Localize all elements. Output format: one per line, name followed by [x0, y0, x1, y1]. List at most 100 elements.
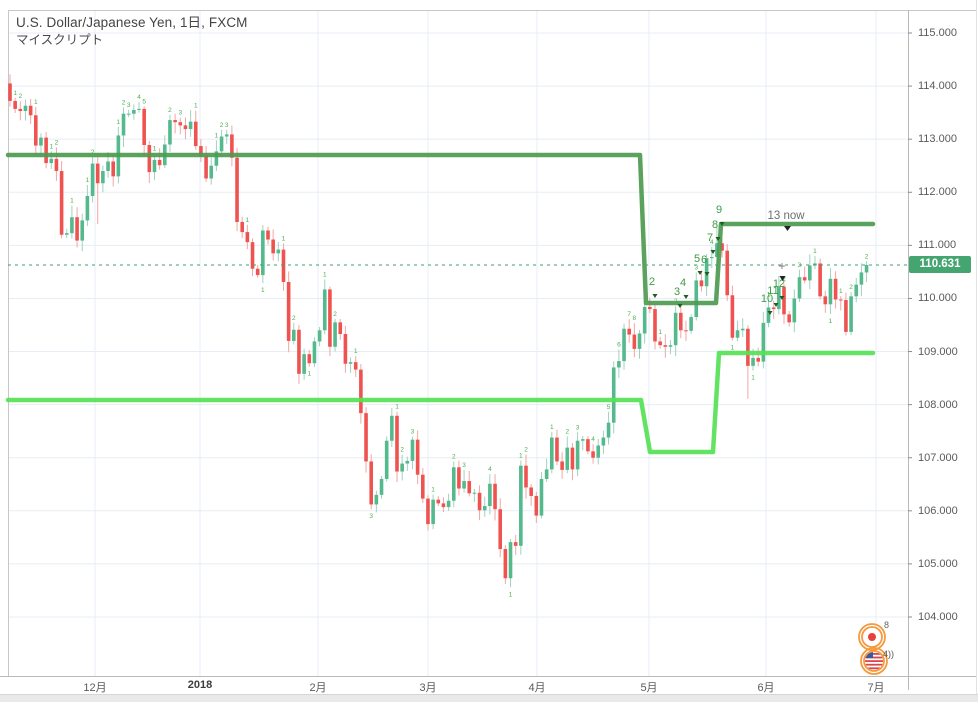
candle-body [235, 157, 239, 223]
candle-body [761, 322, 766, 362]
td-setup-count: 4 [488, 466, 492, 473]
candle-body [322, 289, 327, 331]
td-countdown-label: 9 [716, 204, 722, 216]
candle-body [13, 100, 17, 109]
candle-body [864, 265, 869, 273]
candle [312, 337, 317, 368]
candle [132, 104, 136, 120]
time-axis[interactable]: 12月 2018 2月 3月 4月 5月 6月 7月 [0, 677, 978, 694]
candle-body [34, 115, 38, 146]
td-setup-count: 1 [829, 318, 833, 325]
candle [550, 431, 554, 474]
candle-body [8, 83, 12, 101]
candle [80, 213, 85, 252]
candle [390, 407, 394, 447]
candle-body [679, 312, 683, 331]
price-axis-label: 112.000 [918, 186, 957, 199]
candle [54, 147, 59, 181]
td-setup-count: 1 [767, 291, 771, 298]
price-axis-label: 107.000 [918, 451, 958, 464]
candle-body [488, 483, 492, 507]
td-setup-count: 2 [524, 447, 528, 454]
candle [611, 361, 616, 434]
candle-body [637, 333, 642, 349]
candle-body [106, 161, 110, 172]
candle-body [818, 263, 822, 297]
candle [679, 302, 683, 339]
price-axis[interactable]: 115.000 114.000 113.000 112.000 111.000 110.0… [908, 10, 978, 690]
candle-body [178, 122, 183, 126]
td-countdown-label: 3 [674, 286, 680, 298]
td-countdown-triangle [767, 311, 773, 315]
candle-body [730, 295, 735, 338]
candle-body [421, 474, 425, 499]
candle-body [472, 492, 477, 494]
candle [808, 254, 812, 290]
candle-body [410, 439, 415, 461]
candle-body [849, 296, 853, 332]
current-price-label: 110.631 [909, 256, 971, 274]
candle-body [446, 500, 451, 508]
td-setup-count: 1 [354, 348, 358, 355]
candle [426, 495, 430, 531]
candle-body [281, 249, 286, 282]
candle-body [297, 329, 301, 374]
candles-layer [8, 74, 869, 588]
candle-body [699, 280, 704, 287]
td-setup-count: 2 [674, 298, 678, 305]
candle-body [328, 289, 332, 347]
candle-body [859, 272, 864, 285]
candle-body [23, 105, 28, 112]
td-setup-count: 2 [565, 428, 569, 435]
candle-body [302, 354, 306, 374]
candle [513, 535, 518, 556]
candle [519, 460, 523, 555]
flag-icons-layer: 8 4)) [858, 620, 894, 675]
candle [524, 454, 528, 499]
candle-body [838, 299, 843, 301]
candle [493, 474, 497, 521]
candle [467, 471, 472, 497]
candle-body [137, 108, 141, 110]
candle-body [508, 542, 513, 579]
candle-body [95, 163, 100, 184]
candle [421, 468, 425, 503]
td-setup-count: 5 [607, 404, 611, 411]
td-countdown-label: 7 [707, 232, 713, 244]
candle [761, 311, 766, 369]
candle-body [808, 265, 812, 281]
signal-ring-outer [858, 623, 886, 651]
candle [529, 484, 533, 506]
candle [317, 326, 322, 347]
candle [163, 135, 167, 168]
candle [730, 285, 735, 341]
candle-body [544, 469, 549, 479]
candle [591, 444, 595, 464]
candle [374, 490, 379, 513]
candle [28, 98, 33, 124]
candle-body [224, 134, 229, 137]
td-setup-count: 1 [194, 103, 198, 110]
candle [343, 325, 348, 373]
candle [632, 323, 637, 358]
candle-body [168, 120, 172, 145]
candle [771, 300, 776, 319]
candle-body [539, 478, 544, 516]
candle-body [622, 328, 626, 362]
td-setup-count: 2 [849, 284, 853, 291]
indicator-title[interactable]: マイスクリプト [16, 33, 104, 47]
candle [219, 129, 224, 158]
td-setup-count: 3 [462, 462, 466, 469]
candle [777, 275, 781, 315]
price-axis-label: 111.000 [918, 239, 957, 252]
candle [235, 147, 239, 232]
candle-body [307, 354, 312, 364]
td-countdown-label: 4 [680, 277, 686, 289]
candle [142, 106, 146, 157]
td-setup-count: 3 [225, 122, 229, 129]
td-setup-count: 3 [798, 262, 802, 269]
candle-body [601, 437, 606, 446]
candle [255, 265, 260, 278]
symbol-title[interactable]: U.S. Dollar/Japanese Yen, 1日, FXCM [16, 15, 248, 30]
